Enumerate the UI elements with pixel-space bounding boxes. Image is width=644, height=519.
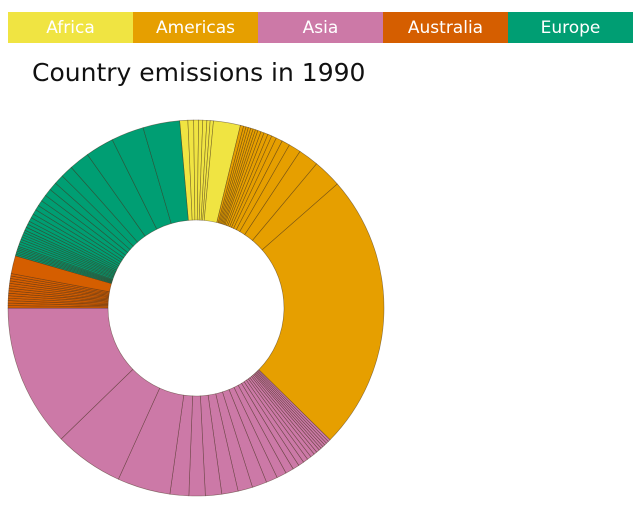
- chart-title: Country emissions in 1990: [32, 58, 366, 87]
- legend-item-americas[interactable]: Americas: [133, 12, 258, 43]
- donut-slices: [7, 119, 385, 497]
- legend-label-australia: Australia: [407, 17, 484, 38]
- legend-label-europe: Europe: [540, 17, 601, 38]
- legend: Africa Americas Asia Australia Europe: [8, 12, 633, 43]
- legend-label-africa: Africa: [46, 17, 95, 38]
- slice-americas-17[interactable]: [258, 183, 385, 441]
- donut-chart: [7, 119, 385, 497]
- legend-item-europe[interactable]: Europe: [508, 12, 633, 43]
- legend-item-australia[interactable]: Australia: [383, 12, 508, 43]
- legend-label-americas: Americas: [156, 17, 235, 38]
- legend-label-asia: Asia: [302, 17, 339, 38]
- slice-europe-29[interactable]: [142, 120, 189, 224]
- legend-item-africa[interactable]: Africa: [8, 12, 133, 43]
- legend-item-asia[interactable]: Asia: [258, 12, 383, 43]
